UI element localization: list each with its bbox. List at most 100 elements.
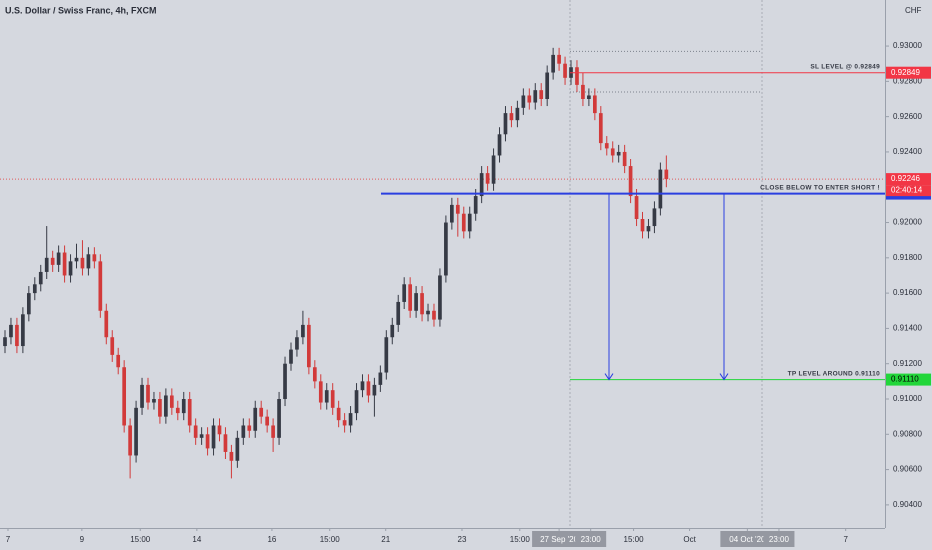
candle-body [396, 301, 401, 325]
candle-body [175, 407, 180, 414]
candle-body [74, 257, 79, 262]
candle-body [122, 367, 127, 426]
candle-body [384, 337, 389, 373]
candle-body [646, 226, 651, 232]
candle-body [658, 169, 663, 209]
x-tick-label: 15:00 [320, 535, 341, 544]
price-tag-label: 0.91110 [891, 375, 919, 384]
candle-body [426, 310, 430, 315]
candle-body [62, 252, 67, 276]
x-tick-highlight [532, 531, 587, 547]
candle-body [408, 284, 412, 311]
candle-body [289, 349, 293, 364]
candle-body [229, 451, 234, 461]
y-tick-label: 0.91400 [893, 324, 922, 333]
x-tick-label: 04 Oct '20 [729, 535, 766, 544]
candle-body [420, 293, 424, 315]
candle-body [330, 390, 335, 408]
chart-title: U.S. Dollar / Swiss Franc, 4h, FXCM [5, 5, 157, 15]
candle-body [116, 354, 121, 368]
x-tick-highlight [763, 531, 795, 547]
candle-body [9, 324, 13, 338]
candle-body [539, 90, 544, 99]
candle-body [557, 54, 561, 64]
x-tick-highlight [720, 531, 775, 547]
candle-body [604, 143, 609, 149]
candle-body [146, 384, 150, 403]
candle-body [491, 155, 496, 184]
countdown-tag [886, 185, 931, 197]
candle-body [193, 425, 198, 438]
candle-body [199, 434, 204, 438]
candle-body [551, 54, 555, 73]
candle-body [181, 399, 186, 414]
price-tag [886, 373, 931, 386]
candle-body [438, 275, 442, 320]
candle-body [479, 173, 484, 197]
level-label: TP LEVEL AROUND 0.91110 [788, 370, 880, 377]
candle-body [318, 381, 323, 403]
candle-body [587, 95, 591, 99]
candle-body [455, 204, 460, 214]
candle-body [128, 425, 132, 456]
candle-body [56, 252, 61, 265]
candle-body [3, 337, 7, 347]
y-tick-label: 0.92800 [893, 76, 922, 85]
candle-body [44, 257, 49, 272]
candle-body [592, 95, 597, 114]
candle-body [652, 208, 657, 227]
candle-body [664, 169, 669, 180]
currency-unit: CHF [905, 6, 922, 15]
candle-body [15, 324, 19, 347]
candle-body [348, 413, 353, 426]
price-tag-label: 0.92849 [891, 68, 920, 77]
x-tick-label: 21 [381, 535, 390, 544]
candle-body [610, 148, 615, 156]
y-tick-label: 0.92000 [893, 218, 922, 227]
candle-body [628, 166, 633, 197]
candle-body [98, 261, 103, 311]
candle-body [640, 219, 645, 232]
candle-body [68, 261, 73, 276]
candle-body [336, 407, 341, 421]
candle-body [241, 425, 246, 438]
candle-body [283, 363, 287, 399]
candle-body [187, 399, 192, 426]
candle-body [354, 390, 359, 414]
candle-body [235, 437, 240, 461]
candle-body [140, 384, 144, 408]
level-label: SL LEVEL @ 0.92849 [810, 63, 880, 70]
candle-body [307, 324, 311, 368]
candle-body [205, 434, 210, 449]
candle-body [503, 113, 508, 135]
x-tick-highlight [575, 531, 607, 547]
plot [0, 47, 885, 479]
candle-body [134, 407, 138, 456]
candle-body [110, 337, 115, 355]
candle-body [366, 381, 371, 396]
price-tag [886, 66, 931, 79]
candle-body [312, 367, 317, 382]
x-tick-label: 16 [267, 535, 276, 544]
candle-body [497, 134, 502, 156]
x-tick-label: 9 [80, 535, 85, 544]
y-tick-label: 0.90400 [893, 500, 922, 509]
candle-body [575, 67, 579, 85]
candle-body [616, 151, 621, 156]
last-price-label: 0.92246 [891, 174, 920, 183]
candle-body [21, 314, 25, 347]
x-tick-label: 15:00 [624, 535, 645, 544]
y-tick-label: 0.91000 [893, 394, 922, 403]
y-tick-label: 0.92600 [893, 112, 922, 121]
x-tick-label: 7 [6, 535, 11, 544]
y-tick-label: 0.92400 [893, 147, 922, 156]
candle-body [473, 196, 478, 214]
y-tick-label: 0.91800 [893, 253, 922, 262]
x-tick-label: 23:00 [769, 535, 790, 544]
candle-body [390, 324, 395, 338]
candle-body [265, 416, 270, 426]
candle-body [521, 95, 526, 108]
x-tick-label: 27 Sep '20 [540, 535, 579, 544]
candle-body [152, 399, 156, 403]
